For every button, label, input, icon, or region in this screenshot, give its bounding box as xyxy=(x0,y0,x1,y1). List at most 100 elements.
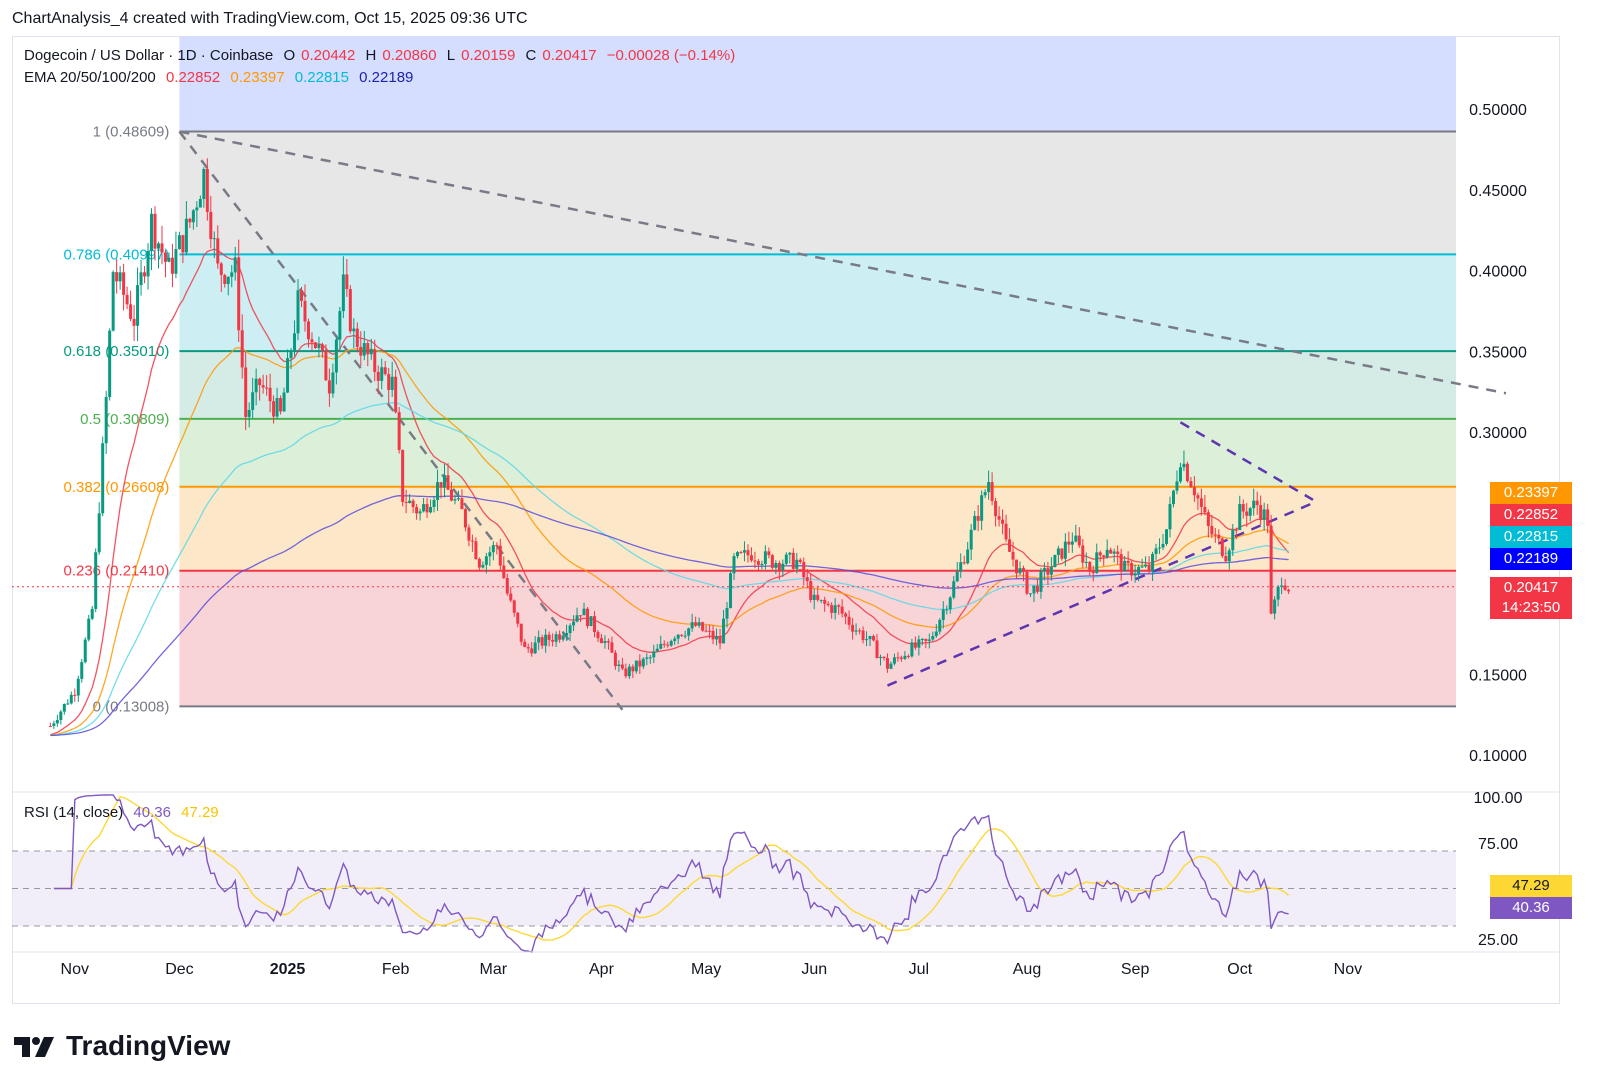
candle-body xyxy=(701,622,705,631)
ema100-line xyxy=(50,402,1289,737)
candle-body xyxy=(530,648,534,654)
candle-body xyxy=(104,397,108,444)
candle-body xyxy=(299,290,303,301)
candle-body xyxy=(868,636,872,640)
candle-body xyxy=(136,285,140,326)
rsi-tick-label: 25.00 xyxy=(1478,932,1518,949)
candle-body xyxy=(896,657,900,659)
candle-body xyxy=(320,344,324,351)
candle-body xyxy=(952,581,956,598)
candle-body xyxy=(191,210,195,223)
ascending-support-line xyxy=(886,501,1314,687)
candle-body xyxy=(129,304,133,319)
candle-body xyxy=(798,559,802,562)
candle-body xyxy=(589,616,593,627)
candle-body xyxy=(289,351,293,359)
descending-resistance-line xyxy=(1179,421,1314,501)
candle-body xyxy=(1046,568,1050,575)
candle-body xyxy=(383,367,387,375)
rsi-tick-label: 75.00 xyxy=(1478,836,1518,853)
candle-body xyxy=(1116,551,1120,555)
symbol-legend[interactable]: Dogecoin / US Dollar · 1D · Coinbase O 0.… xyxy=(24,47,741,64)
candle-body xyxy=(429,507,433,513)
candle-body xyxy=(474,541,478,560)
candle-body xyxy=(878,656,882,659)
candle-body xyxy=(1185,463,1189,482)
candle-body xyxy=(763,551,767,564)
candle-body xyxy=(348,289,352,332)
candle-body xyxy=(1165,529,1169,544)
candle-body xyxy=(48,725,52,727)
candle-body xyxy=(865,639,869,641)
y-tick-label: 0.15000 xyxy=(1469,667,1527,684)
candle-body xyxy=(875,640,879,659)
candle-body xyxy=(1161,543,1165,548)
candle-body xyxy=(279,398,283,412)
candle-body xyxy=(638,660,642,667)
candle-body xyxy=(362,343,366,356)
tradingview-logo[interactable]: TradingView xyxy=(14,1030,230,1062)
ema-legend[interactable]: EMA 20/50/100/200 0.22852 0.23397 0.2281… xyxy=(24,69,419,86)
open-value: 0.20442 xyxy=(301,47,356,64)
candle-body xyxy=(1266,509,1270,526)
candle-body xyxy=(1098,552,1102,556)
candle-body xyxy=(404,501,408,504)
candle-body xyxy=(230,272,234,277)
candle-body xyxy=(903,655,907,659)
candle-body xyxy=(408,500,412,504)
candle-body xyxy=(505,578,509,594)
tradingview-logo-icon xyxy=(14,1034,58,1058)
candle-body xyxy=(645,657,649,659)
candle-body xyxy=(805,577,809,582)
candle-body xyxy=(425,504,429,513)
candle-body xyxy=(997,516,1001,520)
candle-body xyxy=(767,551,771,556)
candle-body xyxy=(52,723,56,727)
candle-body xyxy=(924,638,928,641)
candle-body xyxy=(788,552,792,555)
candle-body xyxy=(962,562,966,564)
close-value: 0.20417 xyxy=(542,47,597,64)
x-tick-label: Aug xyxy=(1013,961,1041,978)
candle-body xyxy=(1015,559,1019,574)
tradingview-logo-text: TradingView xyxy=(66,1030,231,1061)
candle-body xyxy=(885,658,889,669)
candle-body xyxy=(1095,552,1099,574)
candle-body xyxy=(526,647,530,649)
candles xyxy=(48,158,1291,729)
candle-body xyxy=(861,630,865,641)
candle-body xyxy=(917,639,921,648)
candle-body xyxy=(174,249,178,274)
candle-body xyxy=(481,564,485,568)
x-tick-label: Nov xyxy=(61,961,89,978)
candle-body xyxy=(582,608,586,616)
candle-body xyxy=(1088,561,1092,572)
candle-body xyxy=(1140,566,1144,568)
candle-body xyxy=(1224,556,1228,562)
candle-body xyxy=(76,678,80,696)
candle-body xyxy=(812,594,816,600)
candle-body xyxy=(537,637,541,643)
candle-body xyxy=(1283,585,1287,590)
candle-body xyxy=(247,409,251,417)
candle-body xyxy=(777,563,781,571)
rsi-value: 40.36 xyxy=(133,804,171,821)
symbol-name[interactable]: Dogecoin / US Dollar · 1D · Coinbase xyxy=(24,47,274,64)
candle-body xyxy=(293,333,297,352)
candle-body xyxy=(641,658,645,667)
candle-body xyxy=(177,235,181,250)
candle-body xyxy=(502,565,506,579)
candle-body xyxy=(275,398,279,417)
candle-body xyxy=(170,257,174,274)
candle-body xyxy=(1126,560,1130,564)
candle-body xyxy=(1151,553,1155,572)
candle-body xyxy=(910,642,914,657)
rsi-legend[interactable]: RSI (14, close) 40.36 47.29 xyxy=(24,804,225,821)
candle-body xyxy=(467,527,471,541)
candle-body xyxy=(1199,498,1203,507)
candle-body xyxy=(816,594,820,600)
candle-body xyxy=(680,634,684,636)
candle-body xyxy=(722,618,726,644)
ema50-line xyxy=(50,347,1289,736)
